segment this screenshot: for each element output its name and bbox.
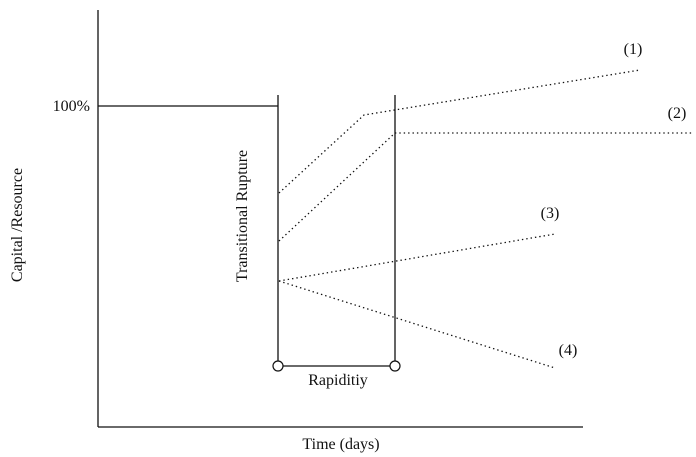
rapidity-start-marker [272, 360, 284, 372]
scenario-3-path [278, 233, 556, 282]
y-axis-label: Capital /Resource [9, 168, 26, 282]
rapidity-end-marker [389, 360, 401, 372]
rapidity-label: Rapiditiy [308, 372, 368, 389]
scenario-4-path [278, 280, 556, 369]
scenario-1-label: (1) [624, 41, 643, 58]
scenario-2-label: (2) [668, 105, 687, 122]
rupture-label: Transitional Rupture [234, 150, 251, 282]
level-100-label: 100% [53, 98, 90, 115]
scenario-4-label: (4) [559, 342, 578, 359]
scenario-1-path [278, 69, 641, 194]
scenario-3-label: (3) [541, 205, 560, 222]
scenario-2-path [278, 132, 693, 242]
x-axis-label: Time (days) [302, 436, 379, 453]
